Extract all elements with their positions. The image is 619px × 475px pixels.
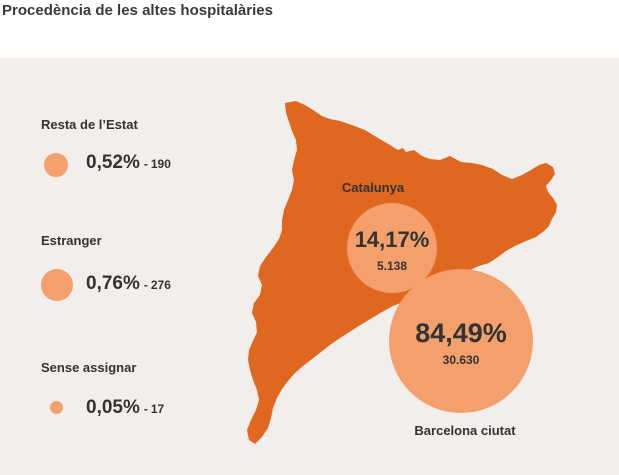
legend-bubble-estranger bbox=[41, 269, 73, 301]
legend-value-sense-assignar: 0,05% -17 bbox=[86, 397, 164, 419]
legend-separator: - bbox=[143, 402, 148, 416]
legend-value-estranger: 0,76% -276 bbox=[86, 273, 171, 295]
barcelona-count: 30.630 bbox=[443, 353, 480, 367]
bubble-barcelona bbox=[389, 269, 533, 413]
label-catalunya: Catalunya bbox=[342, 180, 405, 195]
legend-separator: - bbox=[143, 157, 148, 171]
legend-count: 190 bbox=[150, 157, 171, 171]
legend-count: 17 bbox=[150, 402, 165, 416]
page-title: Procedència de les altes hospitalàries bbox=[2, 2, 273, 19]
label-barcelona: Barcelona ciutat bbox=[414, 423, 516, 438]
catalunya-percent: 14,17% bbox=[355, 227, 430, 252]
legend-percent: 0,76% bbox=[86, 273, 140, 294]
legend-bubble-resta-estat bbox=[44, 153, 68, 177]
legend-bubble-sense-assignar bbox=[50, 401, 63, 414]
legend-percent: 0,05% bbox=[86, 397, 140, 418]
legend-heading-estranger: Estranger bbox=[41, 233, 102, 248]
catalunya-count: 5.138 bbox=[377, 259, 407, 273]
bubble-catalunya bbox=[347, 203, 437, 293]
legend-heading-resta-estat: Resta de l’Estat bbox=[41, 117, 138, 132]
legend-percent: 0,52% bbox=[86, 152, 140, 173]
legend-separator: - bbox=[143, 278, 148, 292]
legend-count: 276 bbox=[150, 278, 171, 292]
legend-value-resta-estat: 0,52% -190 bbox=[86, 152, 171, 174]
legend-heading-sense-assignar: Sense assignar bbox=[41, 360, 137, 375]
barcelona-percent: 84,49% bbox=[415, 318, 507, 348]
